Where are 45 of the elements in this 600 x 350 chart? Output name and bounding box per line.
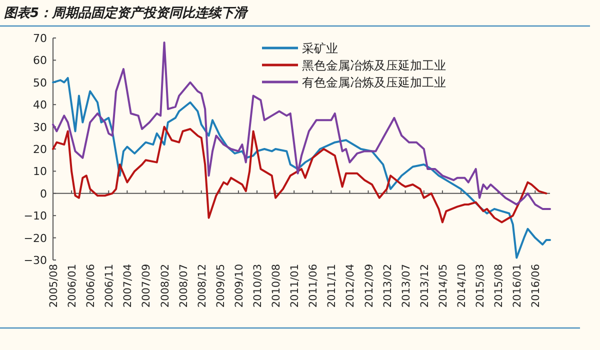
x-tick-label: 2008/02	[159, 264, 172, 308]
x-tick-label: 2007/04	[122, 264, 134, 308]
x-tick-label: 2011/11	[326, 264, 338, 308]
y-tick-label: 10	[33, 165, 47, 178]
legend-label: 采矿业	[302, 42, 338, 56]
x-tick-label: 2008/07	[178, 264, 190, 308]
x-tick-label: 2007/09	[140, 264, 153, 308]
x-tick-label: 2015/03	[474, 264, 487, 308]
chart-title: 图表5：周期品固定资产投资同比连续下滑	[4, 5, 250, 21]
x-tick-label: 2013/07	[400, 264, 412, 308]
x-tick-label: 2009/05	[214, 264, 227, 308]
x-tick-label: 2006/11	[104, 264, 116, 308]
y-tick-label: 40	[33, 98, 47, 112]
x-tick-label: 2011/01	[289, 264, 302, 308]
y-tick-label: 60	[33, 54, 47, 68]
line-series	[52, 76, 551, 259]
y-tick-label: 70	[33, 32, 47, 45]
x-tick-label: 2014/10	[456, 264, 468, 308]
x-tick-label: 2010/08	[270, 264, 283, 308]
x-tick-label: 2012/09	[363, 264, 376, 308]
y-tick-label: 20	[33, 143, 47, 156]
line-series	[52, 126, 548, 224]
y-tick-label: 0	[40, 187, 47, 200]
x-tick-label: 2012/04	[344, 264, 357, 308]
x-tick-label: 2016/01	[512, 264, 524, 308]
y-tick-label: −20	[24, 232, 47, 245]
x-tick-label: 2006/01	[66, 264, 79, 308]
x-tick-label: 2005/08	[48, 264, 60, 308]
line-series	[52, 41, 551, 210]
x-tick-label: 2009/10	[233, 264, 246, 308]
x-tick-label: 2015/08	[493, 264, 506, 308]
y-tick-label: −10	[24, 210, 47, 223]
x-tick-label: 2006/06	[85, 264, 98, 308]
legend-label: 有色金属冶炼及压延加工业	[302, 76, 446, 90]
x-tick-label: 2010/03	[252, 264, 264, 308]
x-tick-label: 2011/06	[308, 264, 320, 308]
legend-label: 黑色金属冶炼及压延加工业	[302, 58, 446, 72]
x-tick-label: 2008/12	[196, 264, 208, 308]
x-tick-label: 2014/05	[437, 264, 450, 308]
x-tick-label: 2013/12	[418, 264, 431, 308]
y-tick-label: 50	[33, 76, 47, 90]
x-tick-label: 2013/02	[382, 264, 394, 308]
x-tick-label: 2016/06	[530, 264, 542, 308]
y-tick-label: −30	[24, 254, 47, 267]
y-tick-label: 30	[33, 120, 47, 134]
